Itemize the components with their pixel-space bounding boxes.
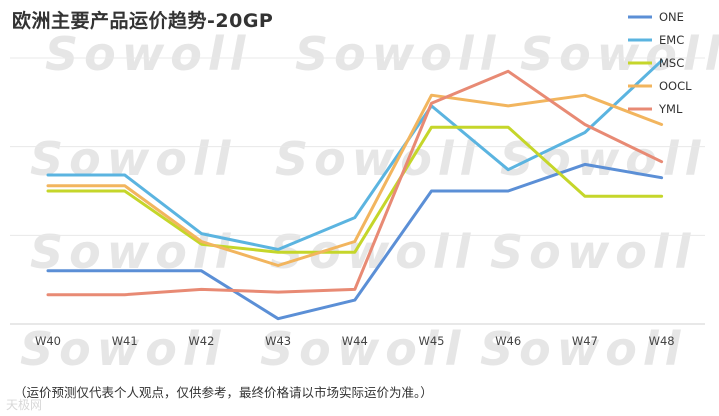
series-line-msc [46, 125, 664, 254]
x-tick-label: W41 [112, 334, 138, 348]
watermark-text: Sowoll [20, 322, 226, 376]
legend: ONE EMC MSC OOCL YML [628, 10, 692, 116]
x-tick-label: W43 [265, 334, 291, 348]
x-tick-label: W44 [342, 334, 368, 348]
legend-label-emc: EMC [659, 33, 684, 47]
legend-label-one: ONE [659, 10, 684, 24]
watermark-text: Sowoll [275, 132, 481, 186]
series-line-emc [46, 59, 664, 251]
x-axis-ticks: W40 W41 W42 W43 W44 W45 W46 W47 W48 [35, 334, 675, 348]
chart-title: 欧洲主要产品运价趋势-20GP [12, 10, 274, 32]
legend-label-msc: MSC [659, 56, 684, 70]
watermark-text: Sowoll [260, 322, 466, 376]
legend-label-yml: YML [658, 102, 683, 116]
watermark-text: Sowoll [45, 27, 251, 81]
series-line-oocl [46, 93, 664, 267]
x-tick-label: W45 [418, 334, 444, 348]
watermark-text: Sowoll [30, 132, 236, 186]
x-tick-label: W46 [495, 334, 521, 348]
x-tick-label: W48 [649, 334, 675, 348]
x-tick-label: W40 [35, 334, 61, 348]
watermark-text: Sowoll [480, 322, 686, 376]
series-lines [46, 59, 664, 321]
series-line-yml [46, 69, 664, 297]
footnote: （运价预测仅代表个人观点，仅供参考，最终价格请以市场实际运价为准。） [14, 385, 433, 400]
watermark-text: Sowoll [520, 27, 719, 81]
watermark-text: Sowoll [490, 225, 696, 279]
watermark-text: Sowoll [295, 27, 501, 81]
legend-label-oocl: OOCL [659, 79, 692, 93]
x-tick-label: W47 [572, 334, 598, 348]
corner-logo: 天极网 [6, 398, 43, 412]
x-tick-label: W42 [188, 334, 214, 348]
